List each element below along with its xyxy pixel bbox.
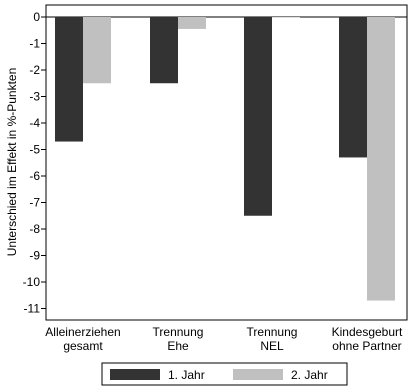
bar-jahr2-3 <box>367 17 395 301</box>
y-tick-label: -2 <box>29 63 40 77</box>
y-tick-label: -4 <box>29 116 40 130</box>
legend: 1. Jahr 2. Jahr <box>101 362 348 386</box>
x-tick-label: gesamt <box>63 339 103 353</box>
bar-jahr2-0 <box>83 17 111 84</box>
legend-box <box>101 362 348 386</box>
legend-label-1: 1. Jahr <box>168 368 205 382</box>
y-tick-label: -1 <box>29 37 40 51</box>
x-tick-label: NEL <box>260 339 284 353</box>
legend-swatch-1 <box>110 369 160 380</box>
bar-jahr2-1 <box>178 17 206 29</box>
x-tick-label: Trennung <box>153 325 204 339</box>
bars <box>46 16 407 301</box>
x-axis-labels: AlleinerziehengesamtTrennungEheTrennungN… <box>45 325 403 353</box>
legend-label-2: 2. Jahr <box>291 368 328 382</box>
y-tick-label: -9 <box>29 249 40 263</box>
y-tick-label: 0 <box>33 10 40 24</box>
y-tick-label: -5 <box>29 143 40 157</box>
legend-swatch-2 <box>233 369 283 380</box>
y-tick-label: -8 <box>29 222 40 236</box>
y-axis: 0 -1 -2 -3 -4 -5 -6 -7 -8 -9 -10 -11 <box>23 10 46 316</box>
x-tick-label: Ehe <box>167 339 189 353</box>
bar-jahr1-1 <box>150 17 178 84</box>
bar-jahr1-3 <box>339 17 367 158</box>
x-tick-label: Trennung <box>247 325 298 339</box>
bar-jahr1-0 <box>55 17 83 142</box>
bar-jahr2-2 <box>272 17 300 18</box>
y-axis-label: Unterschied im Effekt in %-Punkten <box>5 68 19 257</box>
y-tick-label: -10 <box>23 275 41 289</box>
y-tick-label: -3 <box>29 90 40 104</box>
x-tick-label: ohne Partner <box>332 339 401 353</box>
y-tick-label: -11 <box>24 302 41 316</box>
x-tick-label: Alleinerziehen <box>45 325 120 339</box>
bar-jahr1-2 <box>244 17 272 216</box>
x-tick-label: Kindesgeburt <box>332 325 403 339</box>
y-tick-label: -6 <box>29 169 40 183</box>
y-tick-label: -7 <box>29 196 40 210</box>
